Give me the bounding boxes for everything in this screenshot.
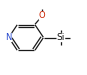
Text: Si: Si: [57, 33, 65, 42]
Text: O: O: [39, 11, 46, 20]
Text: N: N: [5, 33, 12, 42]
